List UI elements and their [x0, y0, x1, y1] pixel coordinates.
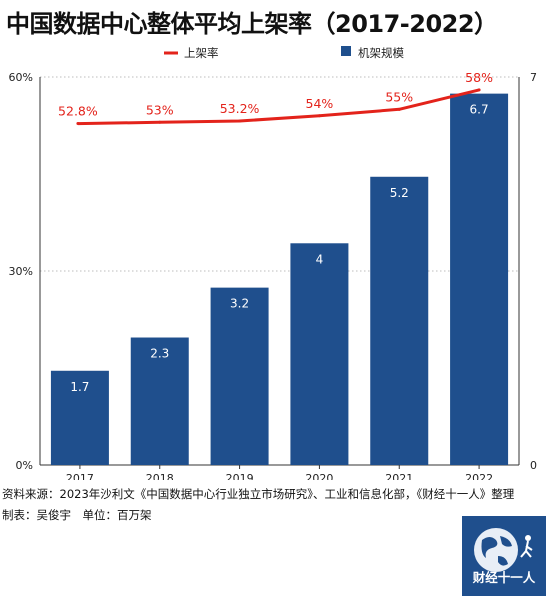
y-left-tick-label: 60% [9, 71, 33, 84]
legend: 上架率 机架规模 [164, 46, 404, 60]
y-right-tick-label: 7 [530, 71, 537, 84]
bar [290, 243, 349, 465]
axes: 0% 30% 60% 0 7 2017 2018 2019 2020 2021 2022 [9, 71, 537, 480]
x-tick-label: 2020 [305, 472, 333, 480]
y-left-tick-label: 30% [9, 265, 33, 278]
legend-bar-swatch [341, 46, 351, 56]
bar-value-label: 2.3 [150, 347, 169, 361]
bar [450, 93, 509, 465]
x-tick-label: 2018 [146, 472, 174, 480]
logo-text: 财经十一人 [472, 570, 536, 585]
source-note: 资料来源：2023年沙利文《中国数据中心行业独立市场研究》、工业和信息化部，《财… [2, 487, 515, 501]
brand-logo: 财经十一人 [462, 516, 546, 596]
y-left-tick-label: 0% [16, 459, 33, 472]
line-series: 52.8% 53% 53.2% 54% 55% 58% [58, 70, 493, 126]
bar-value-label: 1.7 [70, 380, 89, 394]
line-path [77, 88, 480, 126]
x-tick-label: 2019 [226, 472, 254, 480]
bar-series: 1.7 2.3 3.2 4 5.2 6.7 [50, 93, 509, 465]
bar [370, 176, 429, 465]
bar [210, 287, 269, 465]
line-point [477, 88, 481, 92]
legend-line-label: 上架率 [184, 46, 219, 60]
line-value-label: 53% [146, 102, 174, 117]
line-point [317, 114, 321, 118]
line-value-label: 54% [306, 96, 334, 111]
bar-value-label: 5.2 [390, 186, 409, 200]
combo-chart: 0% 30% 60% 0 7 2017 2018 2019 2020 2021 2022 1.7 2.… [9, 46, 537, 480]
globe-icon [474, 528, 533, 572]
y-right-tick-label: 0 [530, 459, 537, 472]
line-point [397, 107, 401, 111]
bar-value-label: 3.2 [230, 297, 249, 311]
x-tick-label: 2017 [66, 472, 94, 480]
x-tick-label: 2022 [465, 472, 493, 480]
line-value-label: 52.8% [58, 104, 98, 119]
bar [130, 337, 189, 465]
line-value-label: 55% [385, 89, 413, 104]
credit-note: 制表：吴俊宇 单位：百万架 [2, 508, 152, 522]
line-value-label: 58% [465, 70, 493, 85]
line-point [158, 120, 162, 124]
line-point [238, 119, 242, 123]
x-tick-label: 2021 [385, 472, 413, 480]
bar [50, 370, 109, 465]
line-point [76, 122, 80, 126]
bar-value-label: 4 [316, 252, 324, 266]
line-value-label: 53.2% [220, 101, 260, 116]
grid-lines [40, 76, 519, 272]
bar-value-label: 6.7 [470, 103, 489, 117]
chart-title: 中国数据中心整体平均上架率（2017-2022） [6, 10, 498, 38]
legend-bar-label: 机架规模 [358, 46, 404, 60]
